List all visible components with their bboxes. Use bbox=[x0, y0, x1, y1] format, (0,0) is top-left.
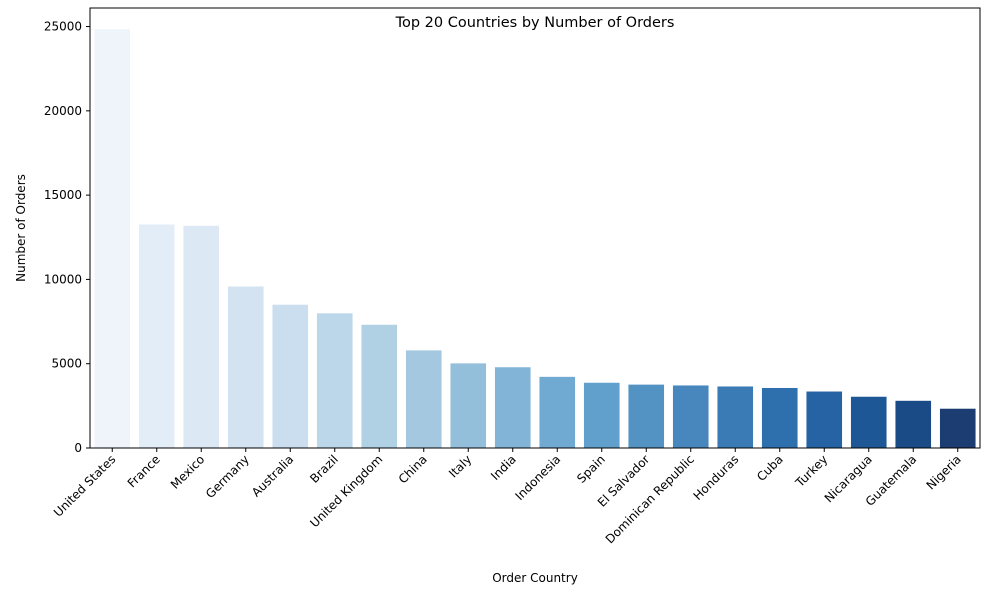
bar-spain bbox=[583, 382, 620, 448]
x-tick-label: China bbox=[396, 452, 430, 486]
y-tick-label: 0 bbox=[74, 441, 82, 455]
bars-layer bbox=[94, 29, 976, 448]
x-tick-label: Cuba bbox=[754, 452, 786, 484]
bar-china bbox=[405, 350, 442, 448]
bar-germany bbox=[227, 286, 264, 448]
x-tick-label: Dominican Republic bbox=[603, 452, 697, 546]
bar-dominican-republic bbox=[672, 385, 709, 448]
bar-el-salvador bbox=[628, 384, 665, 448]
bar-united-states bbox=[94, 29, 131, 448]
x-tick-label: Australia bbox=[249, 452, 296, 499]
y-tick-label: 25000 bbox=[44, 20, 82, 34]
bar-brazil bbox=[316, 313, 353, 448]
bar-australia bbox=[272, 304, 309, 448]
x-tick-label: Honduras bbox=[691, 452, 742, 503]
bar-indonesia bbox=[539, 376, 576, 448]
bar-india bbox=[494, 367, 531, 448]
bar-mexico bbox=[183, 225, 220, 448]
chart-title: Top 20 Countries by Number of Orders bbox=[395, 15, 675, 31]
bar-united-kingdom bbox=[361, 324, 398, 448]
x-axis-title: Order Country bbox=[492, 571, 578, 585]
bar-guatemala bbox=[895, 400, 932, 448]
y-axis-title: Number of Orders bbox=[14, 174, 28, 282]
x-tick-label: Turkey bbox=[792, 452, 830, 490]
bar-france bbox=[138, 224, 175, 448]
bar-honduras bbox=[717, 386, 754, 448]
x-tick-label: Brazil bbox=[307, 452, 341, 486]
x-tick-label: Spain bbox=[574, 452, 608, 486]
x-tick-label: Mexico bbox=[168, 452, 208, 492]
x-tick-label: Italy bbox=[446, 452, 474, 480]
bar-cuba bbox=[761, 387, 798, 448]
plot-frame bbox=[89, 7, 981, 449]
x-tick-label: France bbox=[125, 452, 163, 490]
y-tick-label: 10000 bbox=[44, 272, 82, 286]
x-tick-label: India bbox=[488, 452, 519, 483]
x-tick-label: Nigeria bbox=[924, 452, 964, 492]
y-axis: 0 5000 10000 15000 20000 25000 bbox=[44, 20, 90, 455]
x-tick-label: Indonesia bbox=[512, 452, 563, 503]
bar-nicaragua bbox=[850, 396, 887, 448]
y-tick-label: 5000 bbox=[51, 357, 82, 371]
x-axis: United States France MexicoGermanyAustrali… bbox=[51, 448, 964, 546]
y-tick-label: 20000 bbox=[44, 104, 82, 118]
x-tick-label: United States bbox=[51, 452, 118, 519]
bar-turkey bbox=[806, 391, 843, 448]
bar-italy bbox=[450, 363, 487, 448]
x-tick-label: Germany bbox=[203, 452, 252, 501]
bar-nigeria bbox=[939, 408, 976, 448]
y-tick-label: 15000 bbox=[44, 188, 82, 202]
